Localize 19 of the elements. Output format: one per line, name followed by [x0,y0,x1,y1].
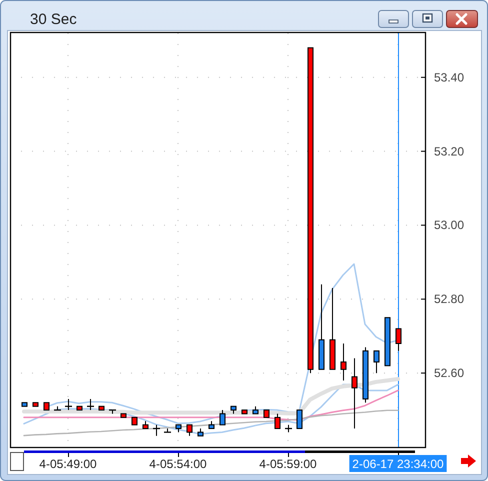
chart-title: 30 Sec [30,11,78,28]
x-tick-label: 4-05:59:00 [259,457,318,471]
candlestick [374,350,380,374]
candlestick [274,413,280,430]
y-tick-label: 53.20 [434,144,464,158]
candlestick [340,343,346,381]
y-tick-label: 52.60 [434,366,464,380]
x-tick-label: 2-06-17 23:34:00 [352,457,444,471]
x-tick-label: 4-05:54:00 [149,457,208,471]
candlestick [296,410,302,430]
y-tick-label: 52.80 [434,292,464,306]
candlestick [396,328,402,352]
line-series [23,410,399,436]
x-tick-label: 4-05:49:00 [39,457,98,471]
y-tick-label: 53.40 [434,70,464,84]
candlestick [352,358,358,430]
y-tick-label: 53.00 [434,218,464,232]
candlestick [220,410,226,426]
candlestick [186,424,192,436]
